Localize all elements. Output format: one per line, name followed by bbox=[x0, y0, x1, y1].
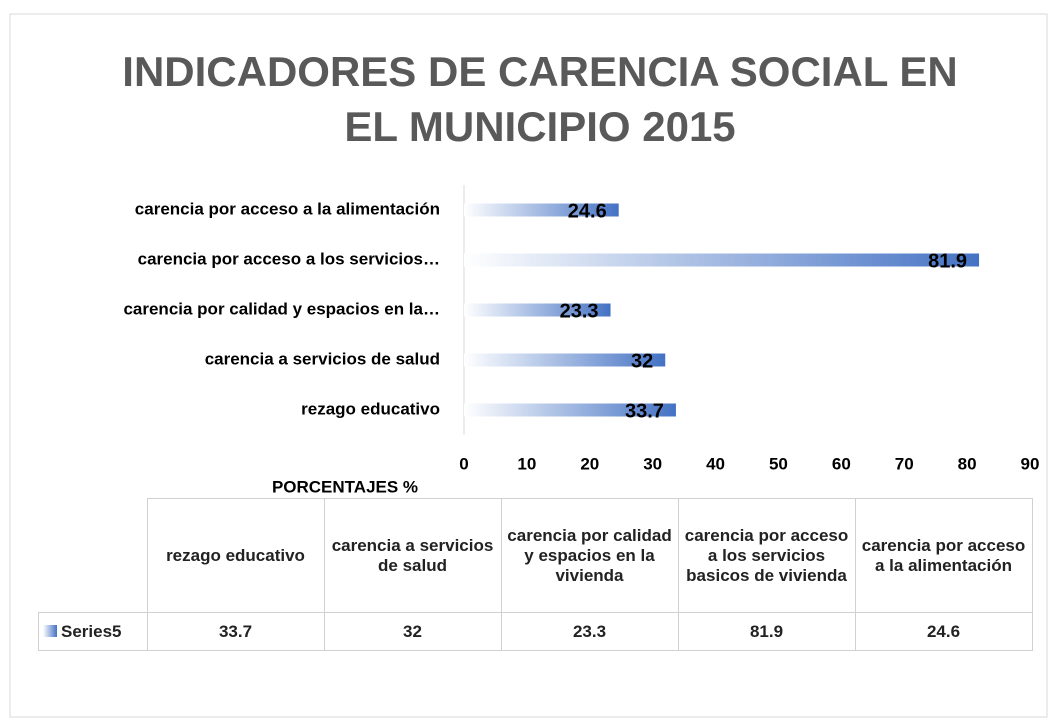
y-tick-label: carencia por calidad y espacios en la… bbox=[123, 299, 440, 318]
chart-title: INDICADORES DE CARENCIA SOCIAL EN bbox=[122, 48, 957, 95]
table-value: 24.6 bbox=[854, 612, 1033, 651]
legend-label: Series5 bbox=[61, 621, 122, 641]
table-value: 32 bbox=[323, 612, 502, 651]
table-header: carencia por calidad y espacios en la vi… bbox=[500, 498, 679, 613]
table-value: 23.3 bbox=[500, 612, 679, 651]
y-tick-label: rezago educativo bbox=[301, 399, 440, 418]
legend-key bbox=[43, 624, 57, 637]
y-tick-label: carencia por acceso a la alimentación bbox=[135, 199, 440, 218]
x-tick-label: 10 bbox=[517, 454, 536, 473]
x-axis-label: PORCENTAJES % bbox=[272, 477, 418, 496]
x-tick-label: 50 bbox=[769, 454, 788, 473]
data-label: 32 bbox=[631, 350, 653, 372]
x-tick-label: 40 bbox=[706, 454, 725, 473]
data-label: 24.6 bbox=[568, 200, 607, 222]
x-tick-label: 60 bbox=[832, 454, 851, 473]
data-label: 33.7 bbox=[625, 400, 664, 422]
table-header: carencia por acceso a los servicios basi… bbox=[677, 498, 856, 613]
data-label: 81.9 bbox=[928, 250, 967, 272]
chart-title: EL MUNICIPIO 2015 bbox=[344, 103, 735, 150]
bar bbox=[464, 303, 611, 317]
table-header: carencia a servicios de salud bbox=[323, 498, 502, 613]
bar bbox=[464, 403, 676, 417]
bar bbox=[464, 353, 666, 367]
bar bbox=[464, 253, 980, 267]
bar bbox=[464, 203, 619, 217]
x-tick-label: 0 bbox=[459, 454, 468, 473]
table-header: carencia por acceso a la alimentación bbox=[854, 498, 1033, 613]
x-tick-label: 20 bbox=[580, 454, 599, 473]
data-label: 23.3 bbox=[560, 300, 599, 322]
x-tick-label: 80 bbox=[958, 454, 977, 473]
y-tick-label: carencia por acceso a los servicios… bbox=[138, 249, 440, 268]
x-tick-label: 70 bbox=[895, 454, 914, 473]
series-label: Series5 bbox=[38, 612, 148, 651]
x-tick-label: 30 bbox=[643, 454, 662, 473]
x-tick-label: 90 bbox=[1021, 454, 1040, 473]
data-table: rezago educativo carencia a servicios de … bbox=[38, 498, 1033, 651]
y-tick-label: carencia a servicios de salud bbox=[205, 349, 440, 368]
table-value: 81.9 bbox=[677, 612, 856, 651]
table-value: 33.7 bbox=[146, 612, 325, 651]
table-header: rezago educativo bbox=[146, 498, 325, 613]
